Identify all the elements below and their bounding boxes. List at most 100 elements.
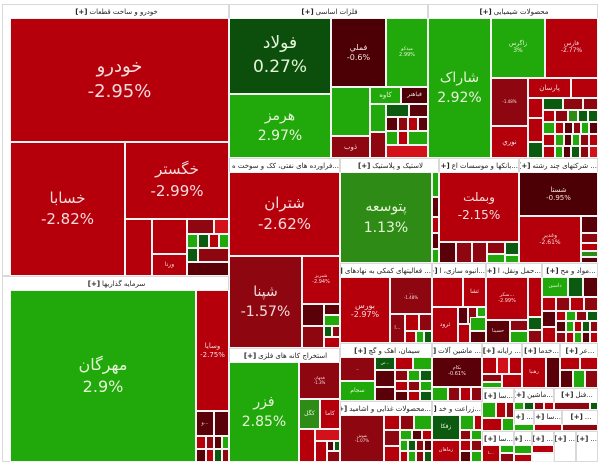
stock-tile[interactable]	[534, 424, 562, 431]
sector-header[interactable]: ...انبوه سازی، ا[+]	[433, 264, 485, 278]
stock-tile[interactable]	[576, 311, 587, 321]
stock-tile[interactable]: پتوسعه 1.13%	[340, 172, 432, 263]
stock-tile[interactable]	[398, 131, 408, 145]
stock-tile[interactable]: وبملت -2.15%	[439, 172, 519, 242]
stock-tile[interactable]: ثرود	[432, 307, 458, 343]
stock-tile[interactable]	[432, 387, 448, 401]
stock-tile[interactable]	[563, 98, 583, 110]
stock-tile[interactable]	[566, 311, 576, 321]
stock-tile[interactable]	[222, 449, 229, 462]
stock-tile[interactable]: شبریز -2.94%	[302, 256, 340, 304]
stock-tile[interactable]: کگل	[299, 399, 320, 429]
stock-tile[interactable]	[556, 321, 566, 332]
stock-tile[interactable]: ...ا	[390, 314, 405, 343]
stock-tile[interactable]	[409, 104, 428, 117]
expand-icon[interactable]: [+]	[520, 162, 531, 170]
sector-header[interactable]: سرمایه گذاریها[+]	[3, 277, 228, 291]
expand-icon[interactable]: [+]	[243, 352, 257, 360]
stock-tile[interactable]	[424, 440, 432, 451]
stock-tile[interactable]	[471, 440, 482, 451]
stock-tile[interactable]	[585, 370, 598, 388]
stock-tile[interactable]	[332, 326, 340, 337]
stock-tile[interactable]: وسایا -2.75%	[196, 290, 229, 411]
expand-icon[interactable]: [+]	[577, 435, 589, 443]
stock-tile[interactable]	[460, 440, 471, 451]
stock-tile[interactable]	[302, 304, 324, 326]
stock-tile[interactable]	[470, 317, 486, 331]
stock-tile[interactable]	[432, 217, 439, 233]
stock-tile[interactable]	[324, 337, 340, 348]
sector-header[interactable]: ...[+]	[563, 411, 597, 424]
expand-icon[interactable]: [+]	[535, 413, 545, 421]
stock-tile[interactable]	[510, 331, 528, 343]
stock-tile[interactable]	[315, 429, 340, 441]
stock-tile[interactable]	[581, 216, 598, 233]
stock-tile[interactable]	[573, 370, 585, 388]
expand-icon[interactable]: [+]	[75, 8, 88, 16]
stock-tile[interactable]	[509, 357, 522, 374]
stock-tile[interactable]	[302, 326, 324, 348]
stock-tile[interactable]	[555, 146, 563, 158]
stock-tile[interactable]	[214, 449, 222, 462]
stock-tile[interactable]	[556, 297, 570, 311]
expand-icon[interactable]: [+]	[565, 347, 578, 355]
stock-tile[interactable]	[528, 142, 543, 158]
stock-tile[interactable]	[487, 242, 505, 254]
stock-tile[interactable]	[555, 134, 564, 146]
stock-tile[interactable]	[424, 331, 432, 343]
sector-header[interactable]: ...بانکها و موسسات اع[+]	[440, 159, 518, 173]
stock-tile[interactable]	[581, 233, 598, 243]
stock-tile[interactable]	[590, 332, 598, 343]
stock-tile[interactable]	[581, 243, 598, 251]
stock-tile[interactable]	[583, 98, 598, 110]
stock-tile[interactable]	[424, 451, 432, 462]
stock-tile[interactable]	[413, 357, 432, 370]
stock-tile[interactable]	[331, 87, 370, 136]
sector-header[interactable]: ...خدما[+]	[523, 344, 559, 358]
stock-tile[interactable]: وغدیر -2.61%	[519, 216, 581, 263]
stock-tile[interactable]	[472, 242, 487, 263]
expand-icon[interactable]: [+]	[433, 405, 437, 413]
sector-header[interactable]: فلزات اساسی[+]	[230, 5, 427, 19]
sector-header[interactable]: ... رایانه[+]	[483, 344, 521, 358]
sector-header[interactable]: ...سا[+]	[483, 432, 513, 446]
stock-tile[interactable]	[408, 117, 418, 131]
stock-tile[interactable]	[582, 321, 590, 332]
stock-tile[interactable]	[570, 297, 584, 311]
expand-icon[interactable]: [+]	[515, 435, 523, 443]
stock-tile[interactable]	[405, 314, 419, 331]
expand-icon[interactable]: [+]	[570, 413, 583, 421]
expand-icon[interactable]: [+]	[354, 347, 367, 355]
stock-tile[interactable]	[581, 122, 589, 134]
stock-tile[interactable]: ...سکر -2.99%	[486, 277, 528, 320]
stock-tile[interactable]	[500, 445, 514, 453]
expand-icon[interactable]: [+]	[515, 391, 526, 399]
sector-header[interactable]: ...سا[+]	[483, 389, 513, 403]
stock-tile[interactable]: ثشا	[463, 277, 486, 307]
stock-tile[interactable]	[400, 415, 414, 430]
stock-tile[interactable]	[589, 134, 598, 146]
sector-header[interactable]: ...عر[+]	[561, 344, 597, 358]
stock-tile[interactable]: خسابا -2.82%	[10, 142, 125, 276]
stock-tile[interactable]	[196, 436, 206, 449]
stock-tile[interactable]	[571, 146, 580, 158]
stock-tile[interactable]	[581, 251, 598, 257]
stock-tile[interactable]	[542, 311, 556, 327]
stock-tile[interactable]	[524, 402, 534, 410]
stock-tile[interactable]	[542, 327, 556, 343]
stock-tile[interactable]	[214, 411, 229, 436]
stock-tile[interactable]	[324, 304, 340, 315]
stock-tile[interactable]	[458, 324, 470, 343]
stock-tile[interactable]	[571, 78, 598, 98]
stock-tile[interactable]: شستا -0.95%	[519, 172, 598, 216]
stock-tile[interactable]	[568, 277, 583, 297]
stock-tile[interactable]	[196, 449, 206, 462]
stock-tile[interactable]: مهرگان 2.9%	[10, 290, 196, 462]
stock-tile[interactable]: ...ص	[375, 357, 395, 370]
sector-header[interactable]: ...فنل[+]	[555, 389, 597, 402]
stock-tile[interactable]	[505, 255, 519, 263]
stock-tile[interactable]	[564, 122, 573, 134]
stock-tile[interactable]	[580, 146, 589, 158]
stock-tile[interactable]	[458, 307, 468, 324]
stock-tile[interactable]	[556, 332, 566, 343]
